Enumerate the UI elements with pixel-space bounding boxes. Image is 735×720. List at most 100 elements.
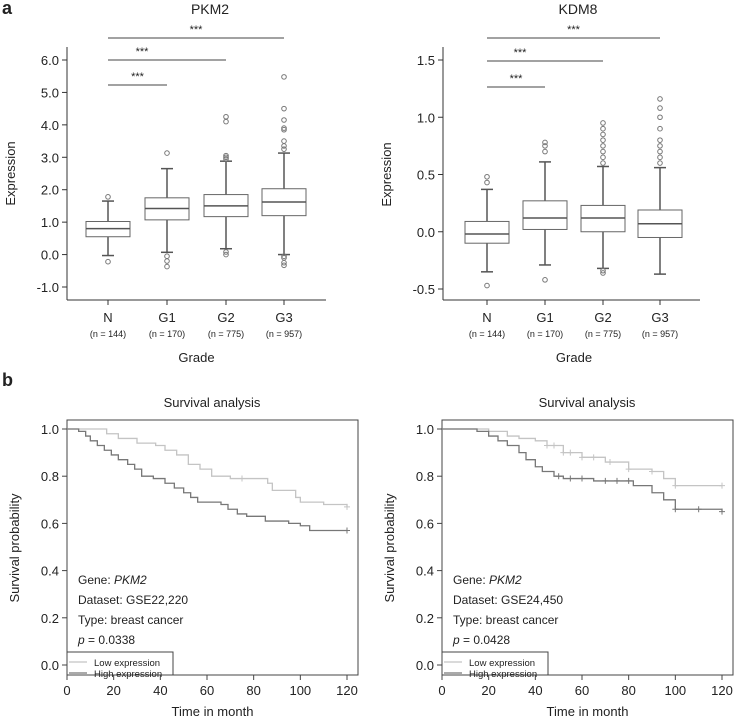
y-tick-label: 3.0 [41, 150, 59, 165]
n-label: (n = 957) [642, 329, 678, 339]
outlier-point [600, 120, 606, 126]
y-tick-label: 0.0 [417, 225, 435, 240]
censor-mark [695, 506, 702, 513]
legend-label: High expression [469, 669, 537, 680]
significance-label: *** [514, 47, 528, 59]
x-tick-label: G1 [536, 310, 553, 325]
x-tick-label: 120 [711, 683, 733, 698]
significance-label: *** [190, 24, 204, 36]
x-tick-label: 120 [336, 683, 358, 698]
outlier-point [281, 138, 287, 144]
x-tick-label: 80 [621, 683, 635, 698]
outlier-point [657, 114, 663, 121]
outlier-point [223, 113, 229, 120]
x-tick-label: 100 [664, 683, 686, 698]
censor-mark [344, 503, 350, 510]
censor-mark [672, 482, 679, 489]
outlier-point [223, 118, 229, 125]
significance-label: *** [510, 73, 524, 85]
y-tick-label: -0.5 [413, 282, 435, 297]
outlier-point [164, 258, 170, 264]
x-tick-label: N [482, 310, 491, 325]
survival-curve-high [442, 428, 723, 512]
x-axis-label: Grade [178, 350, 214, 365]
outlier-point [600, 131, 606, 138]
outlier-point [657, 96, 663, 102]
p-value-annotation: p = 0.0338 [77, 633, 135, 647]
outlier-point [484, 179, 490, 186]
x-tick-label: 40 [153, 683, 167, 698]
y-tick-label: 0.4 [416, 564, 434, 579]
chart-title: PKM2 [191, 1, 229, 17]
outlier-point [223, 152, 229, 159]
outlier-point [600, 143, 606, 149]
outlier-point [164, 263, 170, 270]
y-tick-label: 0.6 [416, 516, 434, 531]
y-tick-label: 1.0 [416, 422, 434, 437]
gene-name: PKM2 [489, 573, 522, 587]
y-tick-label: 1.0 [41, 422, 59, 437]
survival-curve-low [67, 428, 348, 507]
outlier-point [281, 105, 287, 112]
n-label: (n = 144) [90, 329, 126, 339]
outlier-point [657, 148, 663, 155]
censor-mark [614, 477, 620, 484]
censor-mark [344, 527, 350, 534]
y-tick-label: 1.0 [41, 215, 59, 230]
n-label: (n = 170) [149, 329, 185, 339]
outlier-point [657, 125, 663, 132]
x-tick-label: 80 [246, 683, 260, 698]
outlier-point [600, 148, 606, 155]
box [464, 220, 510, 244]
x-tick-label: G2 [217, 310, 234, 325]
x-axis-label: Grade [556, 350, 592, 365]
significance-label: *** [131, 71, 145, 83]
x-tick-label: 20 [481, 683, 495, 698]
x-tick-label: 0 [63, 683, 70, 698]
p-value: = 0.0428 [460, 633, 511, 647]
chart-title: KDM8 [559, 1, 598, 17]
p-value: = 0.0338 [85, 633, 136, 647]
panel-label-a: a [2, 0, 13, 18]
outlier-point [657, 154, 663, 161]
outlier-point [542, 143, 548, 149]
gene-label: Gene: [453, 573, 489, 587]
censor-mark [719, 508, 725, 515]
gene-label: Gene: [78, 573, 114, 587]
outlier-point [657, 105, 663, 111]
legend-box [66, 651, 174, 676]
x-axis-label: Time in month [547, 704, 629, 719]
type-annotation: Type: breast cancer [78, 613, 183, 627]
outlier-point [223, 251, 229, 258]
legend-label: High expression [94, 669, 162, 680]
x-tick-label: 100 [289, 683, 311, 698]
legend-box [441, 651, 549, 676]
n-label: (n = 775) [208, 329, 244, 339]
dataset-annotation: Dataset: GSE22,220 [78, 593, 188, 607]
outlier-point [657, 143, 663, 149]
outlier-point [164, 253, 170, 259]
outlier-point [281, 126, 287, 133]
outlier-point [281, 74, 287, 80]
p-value-annotation: p = 0.0428 [452, 633, 510, 647]
y-tick-label: -1.0 [37, 280, 59, 295]
outlier-point [281, 262, 287, 269]
type-annotation: Type: breast cancer [453, 613, 558, 627]
significance-label: *** [136, 46, 150, 58]
x-tick-label: N [103, 310, 112, 325]
x-tick-label: 0 [438, 683, 445, 698]
y-tick-label: 5.0 [41, 85, 59, 100]
survival-curve-high [67, 428, 347, 532]
y-tick-label: 1.0 [417, 110, 435, 125]
y-axis-label: Expression [3, 141, 18, 205]
n-label: (n = 775) [585, 329, 621, 339]
gene-annotation: Gene: PKM2 [78, 573, 147, 587]
outlier-point [281, 253, 287, 259]
p-label: p [452, 633, 460, 647]
censor-mark [649, 468, 655, 475]
n-label: (n = 170) [527, 329, 563, 339]
significance-label: *** [567, 24, 581, 36]
chart-title: Survival analysis [539, 395, 636, 410]
